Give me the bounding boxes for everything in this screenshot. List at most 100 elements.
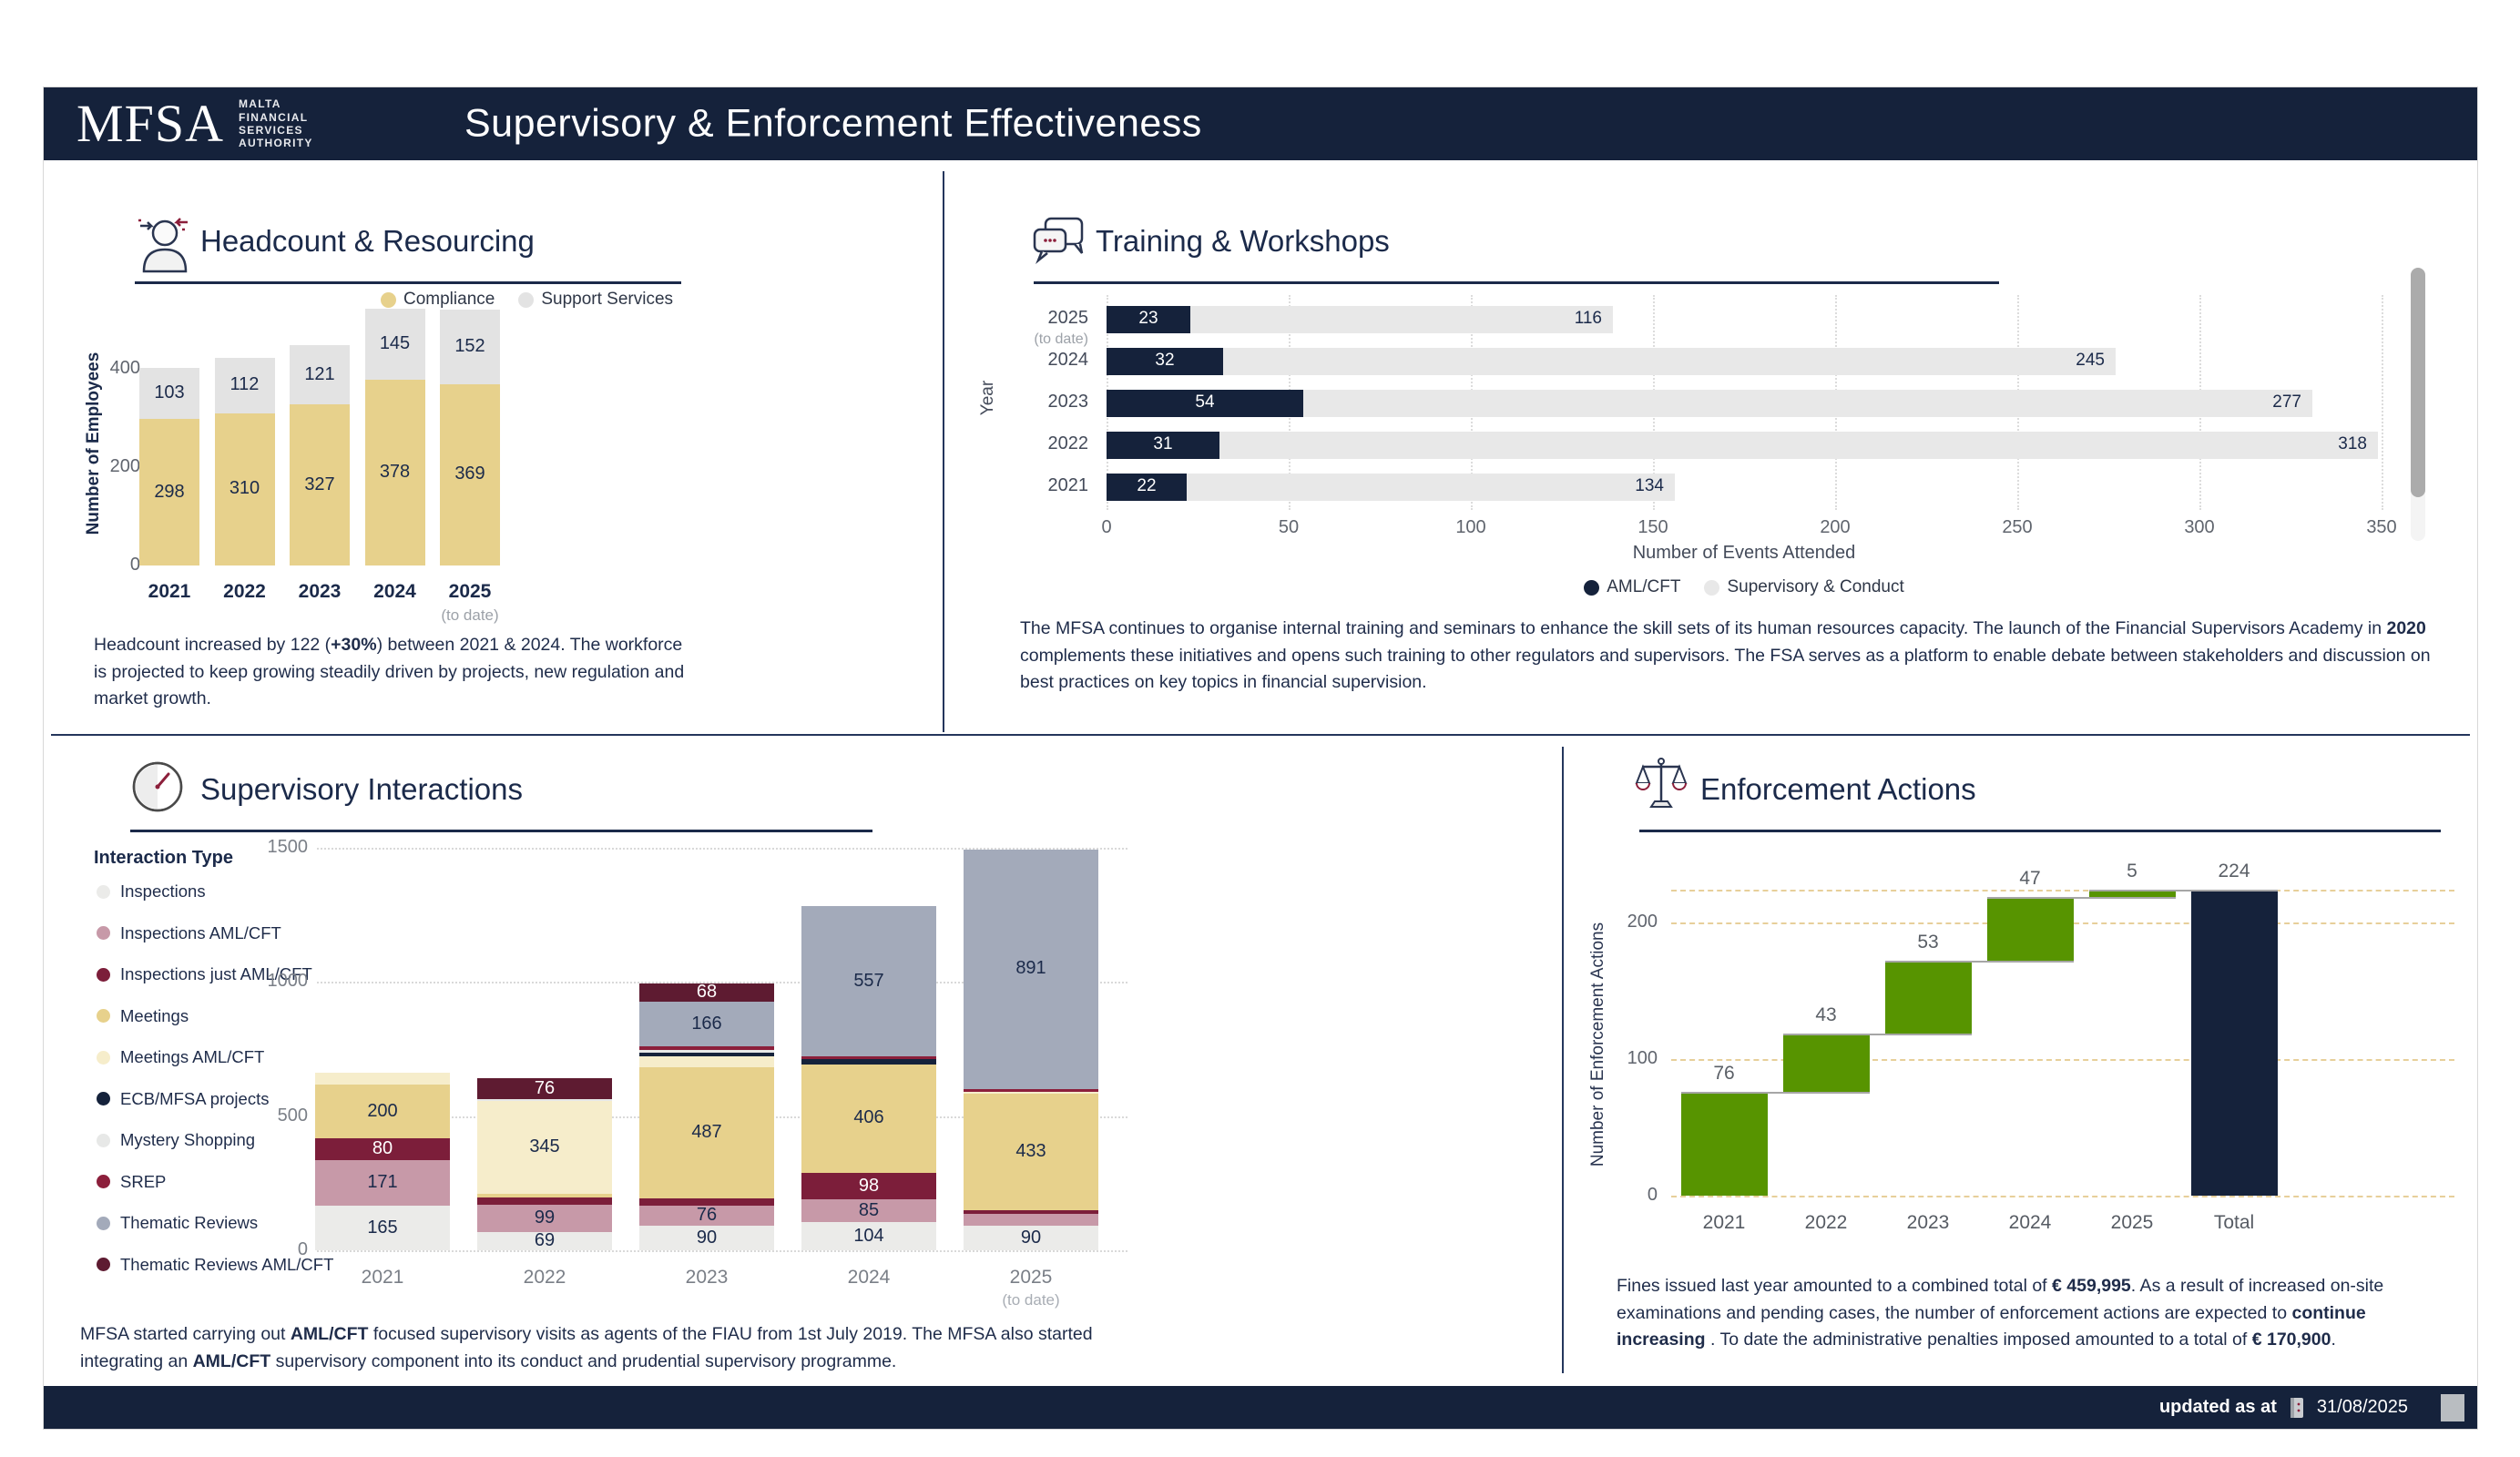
bar-segment-compliance[interactable] xyxy=(139,419,199,565)
bar-segment-inspections[interactable] xyxy=(964,1226,1098,1250)
bar-segment-inspections[interactable] xyxy=(801,1222,936,1250)
bar-segment-compliance[interactable] xyxy=(364,379,425,565)
bar-segment-inspections[interactable] xyxy=(639,1226,774,1250)
x-category-label: 2025 xyxy=(448,581,492,602)
bar-segment-thematic-reviews[interactable] xyxy=(801,906,936,1056)
calendar-icon[interactable] xyxy=(2290,1396,2308,1420)
headcount-chart: 0 200 400 298 103 2021 310 112 2022 327 121 2023 378… xyxy=(44,160,943,734)
bar-segment-supervisory-conduct[interactable] xyxy=(1223,348,2116,375)
bar-segment-inspections-aml-cft[interactable] xyxy=(639,1206,774,1227)
bar-value-label: 31 xyxy=(1153,434,1173,453)
bar-segment-srep[interactable] xyxy=(801,1055,936,1060)
bar-value-label: 53 xyxy=(1917,932,1939,953)
bar-segment-mystery-shopping[interactable] xyxy=(639,1049,774,1053)
bar-segment-meetings-aml-cft[interactable] xyxy=(315,1073,450,1085)
bar-segment-ecb-mfsa-projects[interactable] xyxy=(801,1059,936,1065)
waterfall-increase-bar[interactable] xyxy=(1884,961,1972,1034)
waterfall-increase-bar[interactable] xyxy=(2088,890,2176,897)
bar-value-label: 104 xyxy=(853,1225,884,1246)
bar-segment-ecb-mfsa-projects[interactable] xyxy=(639,1052,774,1057)
waterfall-increase-bar[interactable] xyxy=(1986,896,2074,961)
bar-segment-support-services[interactable] xyxy=(290,345,350,405)
waterfall-connector xyxy=(2088,890,2278,892)
bar-segment-srep[interactable] xyxy=(639,1046,774,1050)
bar-segment-inspections-just-aml-cft[interactable] xyxy=(964,1209,1098,1215)
bar-segment-mystery-shopping[interactable] xyxy=(477,1098,612,1102)
legend-item-srep[interactable]: SREP xyxy=(97,1172,166,1192)
bar-segment-inspections-aml-cft[interactable] xyxy=(315,1159,450,1207)
reference-line-224 xyxy=(1671,890,2454,892)
legend-label: Compliance xyxy=(403,290,495,309)
bar-segment-supervisory-conduct[interactable] xyxy=(1219,432,2378,459)
x-category-label: 2023 xyxy=(298,581,342,602)
bar-segment-support-services[interactable] xyxy=(214,358,275,413)
bar-segment-supervisory-conduct[interactable] xyxy=(1187,474,1675,501)
bar-segment-thematic-reviews-aml-cft[interactable] xyxy=(477,1078,612,1099)
text-run: Fines issued last year amounted to a com… xyxy=(1617,1276,2053,1296)
bar-segment-srep[interactable] xyxy=(964,1088,1098,1092)
legend-item-inspections-just-aml-cft[interactable]: Inspections just AML/CFT xyxy=(97,964,312,984)
gridline-horizontal xyxy=(317,982,1127,983)
bar-segment-inspections-just-aml-cft[interactable] xyxy=(315,1138,450,1160)
updated-date[interactable]: 31/08/2025 xyxy=(2316,1397,2408,1417)
bar-segment-support-services[interactable] xyxy=(440,309,500,384)
bar-segment-thematic-reviews[interactable] xyxy=(639,1002,774,1047)
legend-label: Mystery Shopping xyxy=(120,1130,256,1149)
bar-segment-inspections-just-aml-cft[interactable] xyxy=(477,1197,612,1206)
bar-segment-compliance[interactable] xyxy=(440,383,500,565)
bar-segment-inspections-just-aml-cft[interactable] xyxy=(639,1197,774,1207)
training-scrollbar-thumb[interactable] xyxy=(2411,268,2425,497)
legend-item-aml-cft[interactable]: AML/CFT xyxy=(1584,577,1680,597)
bar-segment-inspections-aml-cft[interactable] xyxy=(477,1205,612,1232)
bar-segment-meetings-aml-cft[interactable] xyxy=(477,1101,612,1195)
y-tick-label: 0 xyxy=(129,555,140,575)
bar-segment-supervisory-conduct[interactable] xyxy=(1190,306,1613,333)
waterfall-total-bar[interactable] xyxy=(2190,890,2278,1196)
bar-segment-thematic-reviews-aml-cft[interactable] xyxy=(639,983,774,1003)
divider-vertical-bottom xyxy=(1562,747,1564,1373)
y-category-label: 2021 xyxy=(1047,475,1089,495)
legend-item-meetings[interactable]: Meetings xyxy=(97,1006,189,1026)
bar-segment-inspections[interactable] xyxy=(315,1206,450,1250)
bar-value-label: 68 xyxy=(696,982,718,1003)
legend-item-inspections-aml-cft[interactable]: Inspections AML/CFT xyxy=(97,923,281,943)
legend-item-inspections[interactable]: Inspections xyxy=(97,881,206,902)
waterfall-increase-bar[interactable] xyxy=(1680,1092,1768,1196)
bar-segment-inspections-just-aml-cft[interactable] xyxy=(801,1173,936,1200)
bar-value-label: 891 xyxy=(1015,958,1046,979)
bar-segment-support-services[interactable] xyxy=(364,308,425,380)
bar-segment-meetings-aml-cft[interactable] xyxy=(964,1091,1098,1094)
bar-segment-meetings-aml-cft[interactable] xyxy=(639,1056,774,1068)
bar-segment-inspections-aml-cft[interactable] xyxy=(964,1214,1098,1227)
bar-value-label: 345 xyxy=(529,1136,560,1157)
to-date-note: (to date) xyxy=(1002,1291,1060,1309)
y-tick-label: 200 xyxy=(109,456,140,476)
bar-segment-compliance[interactable] xyxy=(214,413,275,565)
bar-segment-aml-cft[interactable] xyxy=(1107,432,1219,459)
legend-item-meetings-aml-cft[interactable]: Meetings AML/CFT xyxy=(97,1047,264,1067)
bar-segment-meetings[interactable] xyxy=(639,1067,774,1198)
waterfall-increase-bar[interactable] xyxy=(1782,1033,1870,1092)
legend-item-mystery-shopping[interactable]: Mystery Shopping xyxy=(97,1130,255,1150)
legend-item-compliance[interactable]: Compliance xyxy=(381,290,495,310)
legend-item-support-services[interactable]: Support Services xyxy=(518,290,673,310)
bar-segment-inspections-aml-cft[interactable] xyxy=(801,1199,936,1223)
bar-segment-meetings[interactable] xyxy=(801,1064,936,1174)
bar-segment-compliance[interactable] xyxy=(290,404,350,565)
legend-item-supervisory-conduct[interactable]: Supervisory & Conduct xyxy=(1704,577,1904,597)
bar-segment-support-services[interactable] xyxy=(139,368,199,420)
bar-segment-aml-cft[interactable] xyxy=(1107,348,1223,375)
bar-segment-aml-cft[interactable] xyxy=(1107,306,1190,333)
bar-segment-thematic-reviews[interactable] xyxy=(964,849,1098,1089)
legend-label: Support Services xyxy=(541,290,674,309)
legend-item-thematic-reviews-aml-cft[interactable]: Thematic Reviews AML/CFT xyxy=(97,1255,333,1275)
bar-segment-supervisory-conduct[interactable] xyxy=(1303,390,2312,417)
legend-item-ecb-mfsa-projects[interactable]: ECB/MFSA projects xyxy=(97,1089,269,1109)
bar-segment-meetings[interactable] xyxy=(477,1194,612,1197)
bar-segment-meetings[interactable] xyxy=(964,1094,1098,1210)
bar-segment-aml-cft[interactable] xyxy=(1107,474,1187,501)
bar-segment-aml-cft[interactable] xyxy=(1107,390,1303,417)
bar-segment-inspections[interactable] xyxy=(477,1231,612,1250)
legend-item-thematic-reviews[interactable]: Thematic Reviews xyxy=(97,1213,258,1233)
bar-segment-meetings[interactable] xyxy=(315,1085,450,1139)
